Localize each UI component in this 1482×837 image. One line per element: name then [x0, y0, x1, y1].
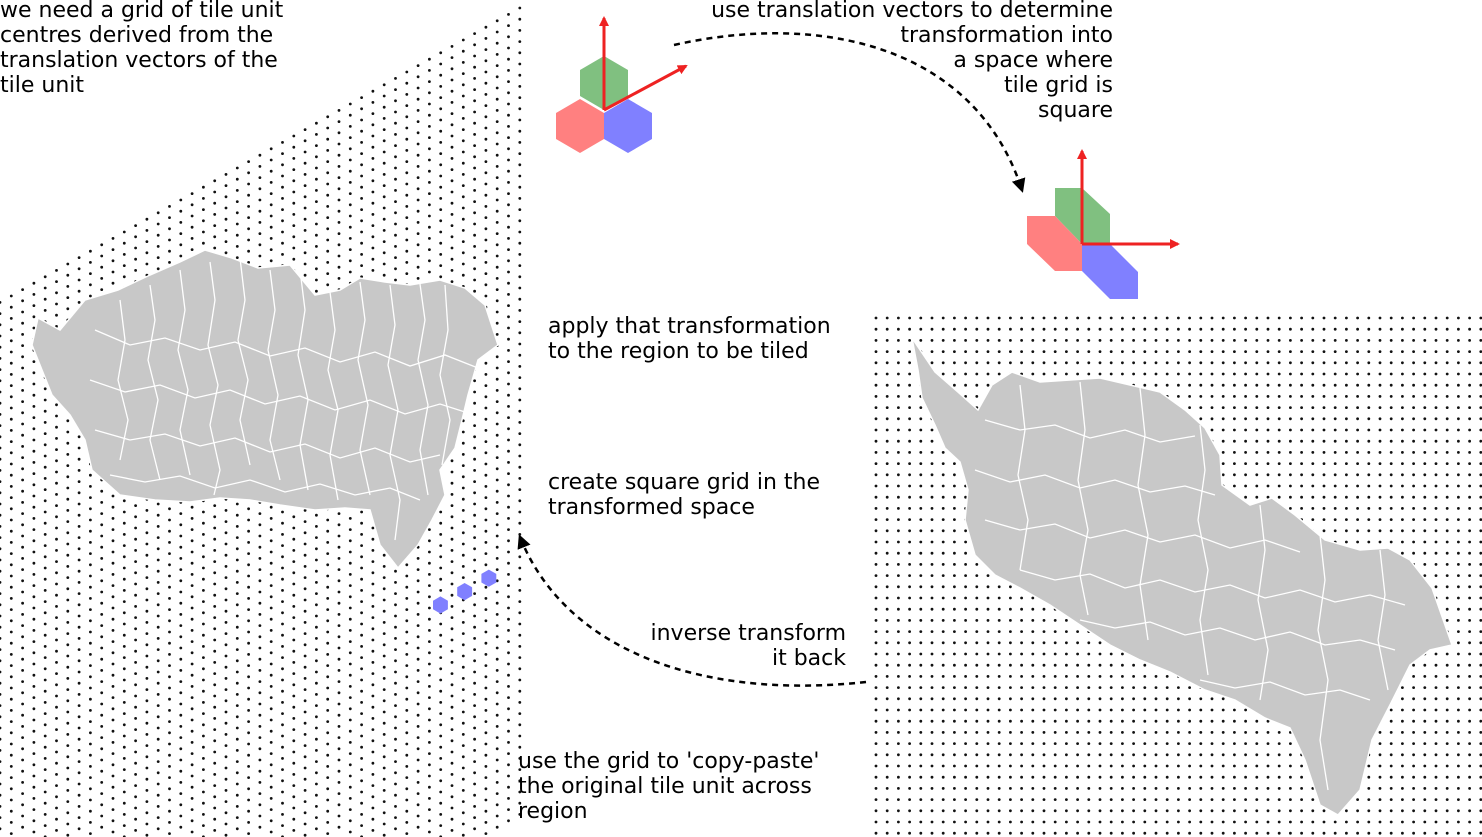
arrow-to-transformed-tile — [673, 32, 1026, 193]
transformed-tile-red — [1027, 216, 1082, 271]
transformed-region-borders — [974, 381, 1406, 791]
original-region-shape — [31, 249, 499, 570]
label-copy-paste: use the grid to 'copy-paste' the origina… — [518, 749, 820, 824]
label-square-grid: create square grid in the transformed sp… — [548, 470, 821, 520]
transformed-region-shape — [911, 337, 1453, 816]
translation-vector-diag — [603, 64, 688, 112]
tile-unit-red — [556, 99, 604, 153]
transformed-tile-blue — [1082, 244, 1138, 299]
transformed-tile-unit — [1027, 149, 1180, 299]
tiled-hex-pattern — [433, 569, 497, 614]
original-region-borders — [89, 257, 479, 541]
label-translation-vectors: use translation vectors to determine tra… — [711, 0, 1113, 123]
original-tile-unit — [556, 16, 688, 153]
tile-unit-blue — [604, 99, 652, 153]
label-inverse-transform: inverse transform it back — [650, 621, 847, 671]
label-grid-centres: we need a grid of tile unit centres deri… — [0, 0, 284, 98]
arrow-inverse-transform — [517, 534, 867, 687]
label-apply-transform: apply that transformation to the region … — [548, 314, 831, 364]
